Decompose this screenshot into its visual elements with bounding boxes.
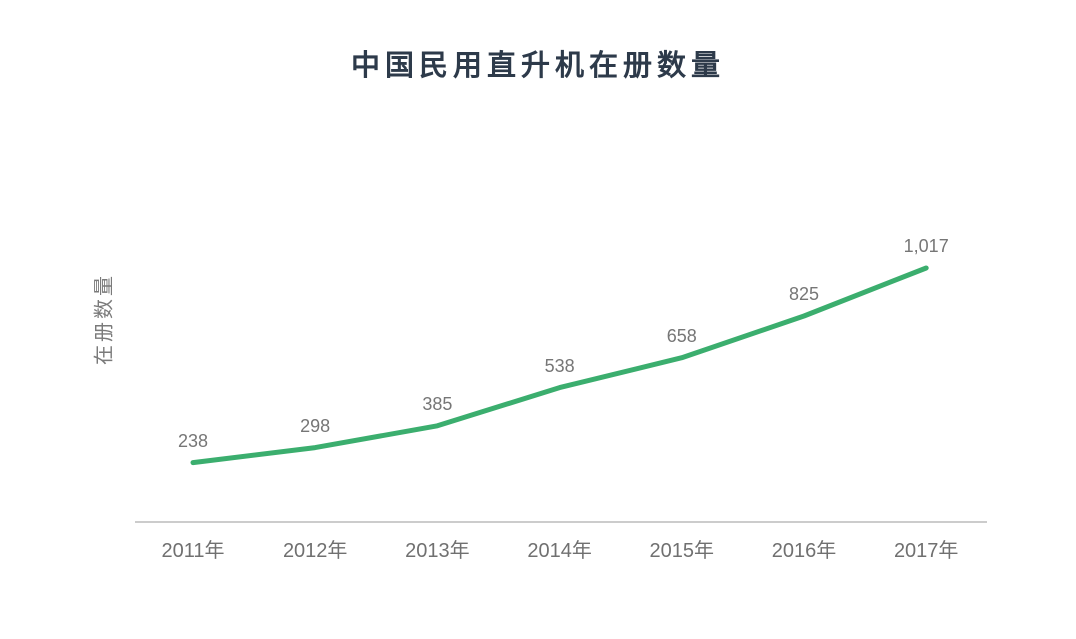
chart-title: 中国民用直升机在册数量 <box>350 50 725 82</box>
data-label: 385 <box>422 393 453 414</box>
data-label: 298 <box>300 415 331 436</box>
x-tick-label: 2014年 <box>527 540 592 562</box>
series-line <box>190 265 929 466</box>
data-label: 238 <box>177 430 209 451</box>
data-label: 1,017 <box>903 236 949 256</box>
data-label: 538 <box>544 355 575 376</box>
data-label: 658 <box>666 325 697 346</box>
x-tick-label: 2011年 <box>161 540 225 562</box>
data-label: 825 <box>788 283 820 304</box>
x-tick-label: 2013年 <box>405 540 470 562</box>
x-tick-label: 2015年 <box>649 540 715 562</box>
x-tick-label: 2016年 <box>771 540 837 562</box>
x-tick-label: 2017年 <box>893 540 959 562</box>
x-tick-label: 2012年 <box>282 540 348 562</box>
